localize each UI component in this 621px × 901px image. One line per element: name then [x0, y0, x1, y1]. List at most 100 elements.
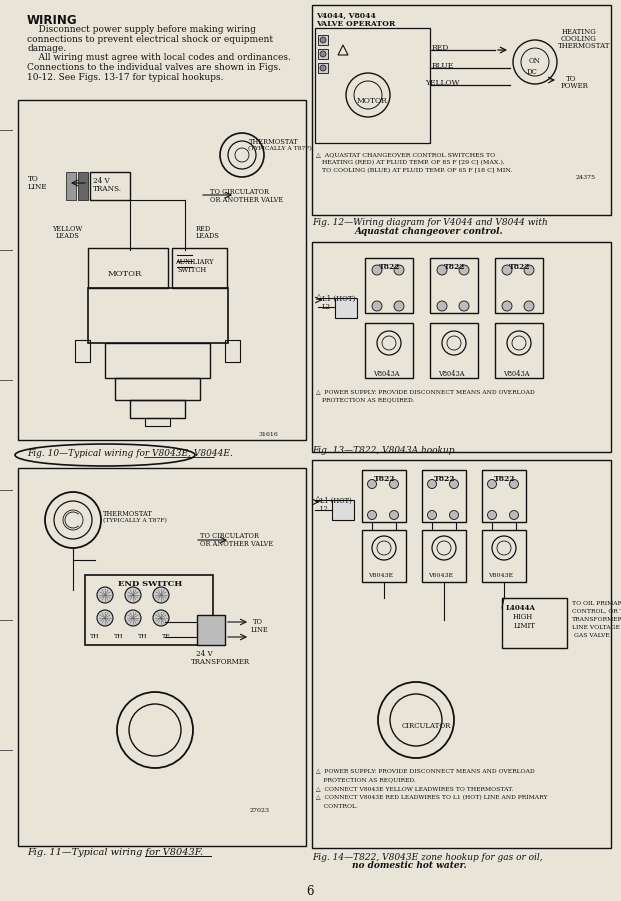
Text: RED: RED	[432, 44, 450, 52]
Text: Connections to the individual valves are shown in Figs.: Connections to the individual valves are…	[27, 63, 281, 72]
Text: V8043E: V8043E	[488, 573, 513, 578]
Circle shape	[437, 265, 447, 275]
Text: CONTROL, OR TO: CONTROL, OR TO	[572, 609, 621, 614]
Text: TRANS.: TRANS.	[93, 185, 122, 193]
Bar	[88, 288, 228, 343]
Text: OR ANOTHER VALVE: OR ANOTHER VALVE	[200, 540, 273, 548]
Text: V8043A: V8043A	[503, 370, 530, 378]
Bar	[312, 5, 611, 215]
Bar	[430, 323, 478, 378]
Text: TH: TH	[90, 634, 99, 639]
Text: Fig. 13—T822, V8043A hookup.: Fig. 13—T822, V8043A hookup.	[312, 446, 458, 455]
Text: T822: T822	[379, 263, 401, 271]
Circle shape	[394, 301, 404, 311]
Circle shape	[389, 479, 399, 488]
Text: END SWITCH: END SWITCH	[118, 580, 182, 588]
Text: T822: T822	[509, 263, 530, 271]
Text: damage.: damage.	[27, 44, 66, 53]
Circle shape	[372, 301, 382, 311]
Text: TO CIRCULATOR: TO CIRCULATOR	[200, 532, 259, 540]
Text: V8043E: V8043E	[428, 573, 453, 578]
Text: HEATING (RED) AT FLUID TEMP. OF 85 F [29 C] (MAX.),: HEATING (RED) AT FLUID TEMP. OF 85 F [29…	[322, 160, 505, 165]
Text: 27023: 27023	[250, 808, 270, 813]
Text: 24375: 24375	[576, 175, 596, 180]
Bar	[115, 378, 200, 400]
Bar	[495, 258, 543, 313]
Bar	[78, 172, 88, 200]
Text: THERMOSTAT: THERMOSTAT	[249, 138, 299, 146]
Text: HEATING: HEATING	[562, 28, 597, 36]
Bar	[495, 323, 543, 378]
Circle shape	[320, 37, 326, 43]
Text: TF: TF	[162, 634, 170, 639]
Text: L2: L2	[320, 505, 329, 513]
Bar	[365, 323, 413, 378]
Circle shape	[459, 301, 469, 311]
Bar	[312, 242, 611, 452]
Text: DC: DC	[527, 68, 538, 76]
Text: WIRING: WIRING	[27, 14, 78, 27]
Text: Aquastat changeover control.: Aquastat changeover control.	[355, 227, 504, 236]
Circle shape	[97, 610, 113, 626]
Text: △: △	[316, 293, 322, 301]
Circle shape	[427, 511, 437, 520]
Bar	[482, 470, 526, 522]
Text: MOTOR: MOTOR	[108, 270, 142, 278]
Text: L1 (HOT): L1 (HOT)	[322, 295, 355, 303]
Bar	[502, 598, 567, 648]
Circle shape	[450, 511, 458, 520]
Circle shape	[437, 301, 447, 311]
Text: YELLOW: YELLOW	[52, 225, 82, 233]
Text: MOTOR: MOTOR	[357, 97, 388, 105]
Circle shape	[502, 301, 512, 311]
Bar	[18, 468, 306, 846]
Text: VALVE OPERATOR: VALVE OPERATOR	[316, 20, 395, 28]
Bar	[225, 340, 240, 362]
Text: TO: TO	[28, 175, 39, 183]
Text: ON: ON	[529, 57, 541, 65]
Circle shape	[97, 587, 113, 603]
Bar	[318, 49, 328, 59]
Text: △  CONNECT V8043E YELLOW LEADWIRES TO THERMOSTAT.: △ CONNECT V8043E YELLOW LEADWIRES TO THE…	[316, 786, 513, 791]
Bar	[422, 470, 466, 522]
Circle shape	[153, 587, 169, 603]
Text: (TYPICALLY A T87F): (TYPICALLY A T87F)	[103, 518, 167, 523]
Text: LINE: LINE	[251, 626, 269, 634]
Text: V8043E: V8043E	[368, 573, 393, 578]
Circle shape	[509, 511, 519, 520]
Text: 31616: 31616	[258, 432, 278, 437]
Text: LIMIT: LIMIT	[514, 622, 536, 630]
Text: Fig. 14—T822, V8043E zone hookup for gas or oil,: Fig. 14—T822, V8043E zone hookup for gas…	[312, 853, 543, 862]
Text: TRANSFORMER,: TRANSFORMER,	[572, 617, 621, 622]
Bar	[85, 575, 213, 645]
Text: Fig. 11—Typical wiring for V8043F.: Fig. 11—Typical wiring for V8043F.	[27, 848, 203, 857]
Text: △  AQUASTAT CHANGEOVER CONTROL SWITCHES TO: △ AQUASTAT CHANGEOVER CONTROL SWITCHES T…	[316, 152, 496, 157]
Bar	[482, 530, 526, 582]
Text: T822: T822	[374, 475, 396, 483]
Text: All wiring must agree with local codes and ordinances.: All wiring must agree with local codes a…	[27, 53, 291, 62]
Bar	[318, 35, 328, 45]
Text: TO COOLING (BLUE) AT FLUID TEMP. OF 65 F [18 C] MIN.: TO COOLING (BLUE) AT FLUID TEMP. OF 65 F…	[322, 168, 512, 173]
Text: TRANSFORMER: TRANSFORMER	[191, 658, 250, 666]
Bar	[335, 298, 357, 318]
Text: LINE: LINE	[28, 183, 48, 191]
Bar	[362, 470, 406, 522]
Bar	[315, 28, 430, 143]
Circle shape	[320, 65, 326, 71]
Circle shape	[487, 479, 497, 488]
Bar	[365, 258, 413, 313]
Circle shape	[372, 265, 382, 275]
Circle shape	[125, 610, 141, 626]
Text: △: △	[315, 495, 321, 503]
Circle shape	[524, 265, 534, 275]
Circle shape	[153, 610, 169, 626]
Text: Disconnect power supply before making wiring: Disconnect power supply before making wi…	[27, 25, 256, 34]
Text: TO: TO	[253, 618, 263, 626]
Text: 10-12. See Figs. 13-17 for typical hookups.: 10-12. See Figs. 13-17 for typical hooku…	[27, 72, 224, 81]
Text: Fig. 12—Wiring diagram for V4044 and V8044 with: Fig. 12—Wiring diagram for V4044 and V80…	[312, 218, 548, 227]
Text: connections to prevent electrical shock or equipment: connections to prevent electrical shock …	[27, 34, 273, 43]
Text: BLUE: BLUE	[432, 62, 454, 70]
Text: PROTECTION AS REQUIRED.: PROTECTION AS REQUIRED.	[322, 397, 414, 402]
Text: LINE VOLTAGE: LINE VOLTAGE	[572, 625, 620, 630]
Circle shape	[389, 511, 399, 520]
